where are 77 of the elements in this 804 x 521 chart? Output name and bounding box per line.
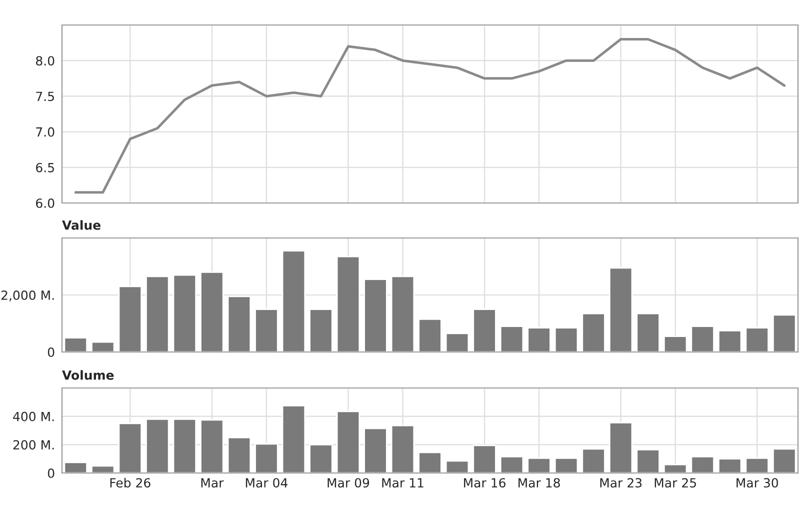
bar: [118, 286, 142, 352]
y-tick-label: 6.0: [36, 198, 54, 208]
y-tick-label: 0: [48, 347, 54, 357]
bar: [146, 276, 170, 352]
x-tick-label: Mar 04: [246, 478, 288, 488]
bar: [527, 457, 551, 473]
bar: [663, 464, 688, 473]
x-tick-label: Mar 11: [382, 478, 424, 488]
bar: [418, 452, 442, 473]
bar: [390, 276, 415, 352]
bar: [91, 341, 115, 352]
y-tick-label: 2,000 M.: [1, 290, 54, 302]
y-tick-label: 7.0: [36, 127, 54, 137]
bar: [336, 410, 360, 473]
x-tick-label: Mar 30: [736, 478, 778, 488]
y-tick-label: 0: [48, 468, 54, 478]
bar: [146, 418, 170, 473]
x-tick-label: Mar 09: [328, 478, 370, 488]
bar: [254, 308, 278, 352]
bar: [500, 326, 524, 352]
bar: [772, 314, 796, 352]
bar: [118, 422, 142, 473]
bar: [718, 330, 742, 352]
line-series: [74, 38, 786, 194]
bar: [663, 336, 688, 352]
bar: [282, 250, 306, 352]
bar: [282, 405, 306, 473]
x-tick-label: Feb 26: [110, 478, 150, 488]
bar: [309, 308, 333, 352]
bar: [472, 444, 496, 473]
bar: [336, 256, 360, 352]
bar: [254, 443, 278, 473]
x-tick-label: Mar: [201, 478, 224, 488]
bar: [172, 418, 197, 473]
bar: [636, 312, 660, 352]
x-tick-label: Mar 23: [600, 478, 642, 488]
bar: [527, 327, 551, 352]
bar: [608, 422, 633, 473]
bar: [472, 308, 496, 352]
y-tick-label: 6.5: [36, 162, 54, 172]
bar: [690, 326, 714, 352]
bar: [64, 337, 88, 352]
bar: [364, 428, 388, 473]
bar: [390, 424, 415, 473]
y-tick-label: 8.0: [36, 56, 54, 66]
bar: [554, 327, 578, 352]
bar: [608, 267, 633, 352]
bar: [91, 465, 115, 473]
bar: [636, 448, 660, 473]
bar: [418, 318, 442, 352]
x-tick-label: Mar 16: [464, 478, 506, 488]
bar: [745, 327, 769, 352]
chart-title: Value: [62, 220, 100, 230]
y-tick-label: 400 M.: [13, 412, 54, 422]
bar: [200, 272, 224, 352]
bar: [64, 462, 88, 473]
bar: [200, 419, 224, 473]
x-tick-label: Mar 25: [654, 478, 696, 488]
x-tick-label: Mar 18: [518, 478, 560, 488]
bar: [772, 448, 796, 473]
y-tick-label: 200 M.: [13, 440, 54, 450]
bar: [554, 457, 578, 473]
bar: [445, 332, 470, 352]
bar: [309, 444, 333, 473]
bar: [582, 448, 606, 473]
y-tick-label: 7.5: [36, 92, 54, 102]
bar: [172, 274, 197, 352]
bar: [227, 296, 252, 352]
bar: [582, 312, 606, 352]
bar: [500, 456, 524, 473]
bar: [718, 458, 742, 473]
bar: [364, 278, 388, 352]
bar: [745, 457, 769, 473]
bar: [227, 436, 252, 473]
chart-title: Volume: [62, 370, 114, 380]
bar: [690, 456, 714, 473]
bar: [445, 460, 470, 473]
